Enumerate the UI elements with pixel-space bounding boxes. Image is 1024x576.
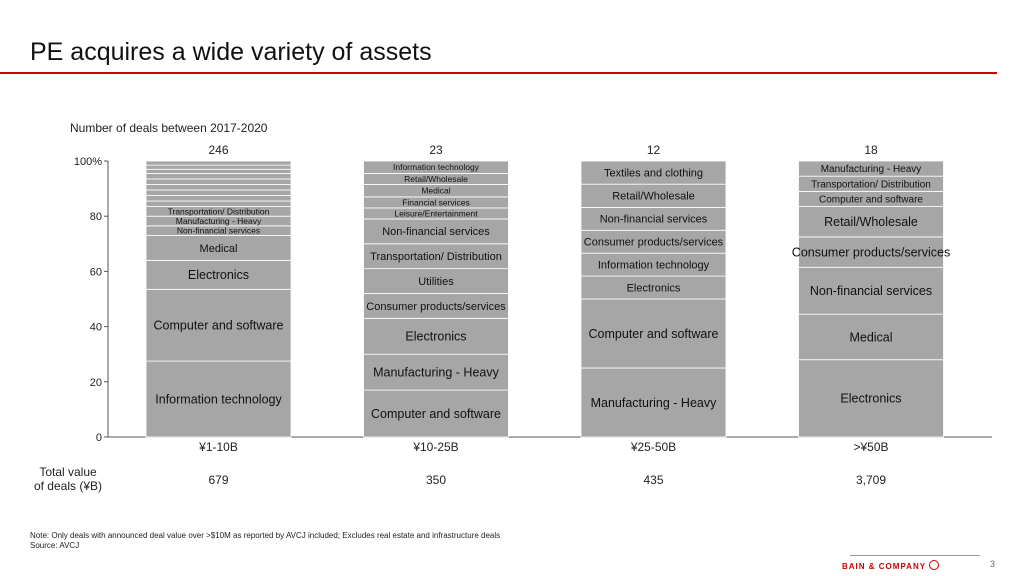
bar-segment (145, 259, 292, 290)
segment-label: Manufacturing - Heavy (821, 164, 922, 175)
company-logo: BAIN & COMPANY (842, 560, 940, 571)
x-category-label: >¥50B (853, 440, 888, 454)
deal-count-label: 12 (647, 143, 661, 157)
bar-segment (145, 195, 292, 202)
y-tick-label: 20 (90, 377, 102, 389)
bar-segment (145, 235, 292, 261)
bar-segment (363, 389, 509, 438)
segment-label: Electronics (188, 268, 249, 282)
y-tick-label: 80 (90, 211, 102, 223)
logo-text: BAIN & COMPANY (842, 562, 927, 571)
chart-subtitle: Number of deals between 2017-2020 (70, 121, 268, 135)
segment-label: Information technology (155, 392, 282, 406)
bar-segment (363, 218, 509, 245)
segment-label: Computer and software (154, 319, 284, 333)
segment-label: Manufacturing - Heavy (373, 366, 500, 380)
bar-segment (145, 168, 292, 174)
bar-segment (145, 178, 292, 185)
page-number: 3 (990, 559, 996, 569)
x-category-label: ¥1-10B (198, 440, 238, 454)
bar-segment (145, 173, 292, 180)
page-title: PE acquires a wide variety of assets (30, 38, 432, 66)
total-value-label: 679 (208, 473, 228, 487)
segment-label: Electronics (840, 392, 901, 406)
segment-label: Non-financial services (810, 284, 932, 298)
segment-label: Manufacturing - Heavy (176, 216, 262, 226)
segment-label: Manufacturing - Heavy (591, 396, 718, 410)
segment-label: Non-financial services (382, 226, 490, 238)
logo-mark-icon (929, 560, 940, 570)
y-tick-label: 0 (96, 432, 102, 444)
segment-label: Consumer products/services (792, 245, 950, 259)
segment-label: Non-financial services (177, 226, 260, 236)
x-category-label: ¥25-50B (630, 440, 676, 454)
x-category-label: ¥10-25B (412, 440, 458, 454)
segment-label: Retail/Wholesale (824, 215, 918, 229)
bar-segment (363, 160, 509, 174)
segment-label: Electronics (627, 282, 681, 294)
bar-segment (798, 236, 944, 268)
segment-label: Medical (849, 330, 892, 344)
deal-count-label: 246 (208, 143, 228, 157)
segment-label: Retail/Wholesale (612, 191, 695, 203)
segment-label: Non-financial services (600, 214, 708, 226)
segment-label: Medical (200, 243, 238, 255)
footer-rule (850, 555, 980, 556)
bar-segment (145, 360, 292, 438)
bar-segment (363, 317, 509, 355)
bar-segment (145, 200, 292, 207)
segment-label: Leisure/Entertainment (394, 208, 478, 218)
segment-label: Computer and software (819, 194, 923, 205)
y-tick-label: 100% (74, 156, 102, 168)
bar-segment (363, 243, 509, 270)
segment-label: Computer and software (371, 407, 501, 421)
segment-label: Retail/Wholesale (404, 174, 468, 184)
bar-segment (798, 359, 944, 438)
y-tick-label: 40 (90, 322, 102, 334)
bar-segment (145, 164, 292, 170)
segment-label: Consumer products/services (584, 237, 724, 249)
bar-segment (145, 288, 292, 362)
deal-count-label: 18 (864, 143, 878, 157)
total-value-label: 3,709 (856, 473, 886, 487)
title-rule (0, 72, 997, 74)
deal-count-label: 23 (429, 143, 443, 157)
bar-segment (363, 353, 509, 391)
note-text: Note: Only deals with announced deal val… (30, 531, 501, 540)
total-value-axis-label: Total value of deals (¥B) (34, 465, 102, 493)
segment-label: Transportation/ Distribution (811, 179, 931, 190)
segment-label: Transportation/ Distribution (168, 206, 270, 216)
source-text: Source: AVCJ (30, 541, 80, 550)
bar-segment (798, 313, 944, 361)
bar-segment (145, 184, 292, 191)
bar-segment (798, 266, 944, 315)
segment-label: Electronics (405, 330, 466, 344)
segment-label: Computer and software (589, 327, 719, 341)
bar-segment (580, 367, 727, 438)
segment-label: Financial services (402, 197, 470, 207)
bar-segment (145, 189, 292, 196)
bar-segment (580, 160, 727, 185)
segment-label: Utilities (418, 276, 454, 288)
total-value-label: 350 (426, 473, 446, 487)
segment-label: Transportation/ Distribution (370, 251, 502, 263)
segment-label: Information technology (393, 162, 480, 172)
footnote: Note: Only deals with announced deal val… (30, 531, 500, 551)
bar-segment (363, 268, 509, 294)
y-tick-label: 60 (90, 266, 102, 278)
bar-segment (580, 298, 727, 369)
segment-label: Information technology (598, 259, 710, 271)
bar-segment (798, 206, 944, 238)
total-value-label: 435 (643, 473, 663, 487)
segment-label: Textiles and clothing (604, 167, 703, 179)
segment-label: Medical (421, 186, 450, 196)
bar-segment (145, 160, 292, 166)
bar-segment (798, 160, 944, 177)
segment-label: Consumer products/services (366, 301, 506, 313)
